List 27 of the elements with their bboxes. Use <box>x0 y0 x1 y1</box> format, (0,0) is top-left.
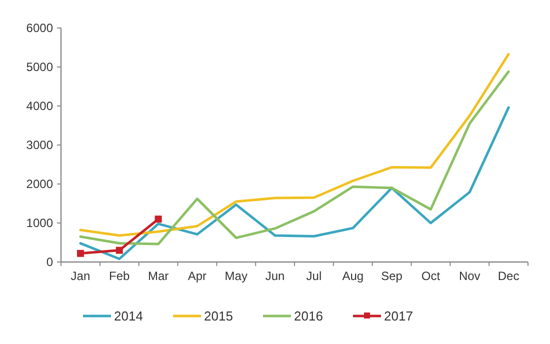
x-tick-label: Jan <box>70 269 90 283</box>
x-tick-label: Jul <box>306 269 322 283</box>
x-tick-label: Jun <box>265 269 285 283</box>
x-tick-label: Oct <box>421 269 441 283</box>
x-tick-label: Nov <box>458 269 480 283</box>
y-tick-label: 6000 <box>26 21 54 36</box>
line-series <box>79 106 510 260</box>
x-tick-label: Dec <box>498 269 520 283</box>
x-tick-label: Feb <box>109 269 130 283</box>
y-tick-label: 0 <box>46 255 54 270</box>
y-tick-label: 1000 <box>26 216 54 230</box>
x-tick-label: Aug <box>342 269 364 283</box>
x-tick-label: Mar <box>148 269 169 283</box>
y-tick-label: 2000 <box>26 177 54 192</box>
point <box>76 250 84 257</box>
x-tick-label: Apr <box>188 269 207 283</box>
legend-label: 2014 <box>114 308 143 324</box>
x-tick-label: Sep <box>381 269 403 283</box>
point <box>116 246 123 254</box>
legend-label: 2016 <box>294 308 323 324</box>
x-tick-label: May <box>224 269 248 283</box>
legend-label: 2015 <box>204 308 233 324</box>
legend-label: 2017 <box>384 308 413 324</box>
y-tick-label: 4000 <box>26 99 54 114</box>
point <box>154 216 162 223</box>
y-tick-label: 5000 <box>26 60 54 74</box>
y-tick-label: 3000 <box>26 138 54 152</box>
